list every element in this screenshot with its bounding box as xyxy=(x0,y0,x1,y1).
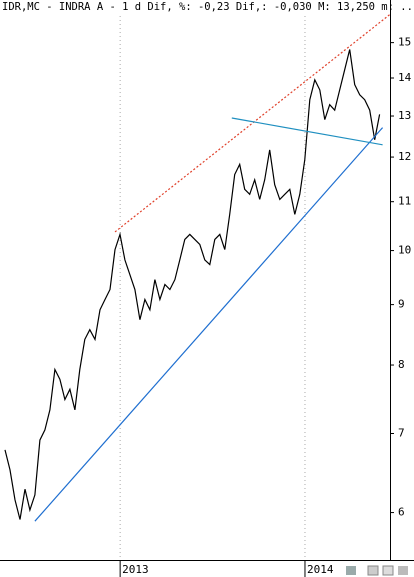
y-tick-label: 9 xyxy=(398,298,405,311)
x-tick-label: 2014 xyxy=(307,563,334,576)
y-tick-label: 13 xyxy=(398,109,411,122)
x-tick-label: 2013 xyxy=(122,563,149,576)
icon[interactable] xyxy=(382,565,394,576)
y-tick-label: 6 xyxy=(398,506,405,519)
toolbar-icons xyxy=(346,565,408,576)
series-line xyxy=(34,127,384,522)
y-tick-label: 11 xyxy=(398,195,411,208)
icon[interactable] xyxy=(346,566,356,575)
icon[interactable] xyxy=(367,565,379,576)
y-tick-label: 10 xyxy=(398,244,411,257)
y-tick-label: 12 xyxy=(398,150,411,163)
y-tick-label: 15 xyxy=(398,36,411,49)
y-tick-label: 14 xyxy=(398,71,412,84)
plot-area xyxy=(4,0,390,560)
header-bg xyxy=(0,0,390,14)
series-line xyxy=(4,49,381,520)
y-tick-label: 7 xyxy=(398,427,405,440)
icon[interactable] xyxy=(398,566,408,575)
y-tick-label: 8 xyxy=(398,358,405,371)
series-line xyxy=(231,117,383,146)
chart-title: IDR,MC - INDRA A - 1 d Dif, %: -0,23 Dif… xyxy=(2,1,414,13)
